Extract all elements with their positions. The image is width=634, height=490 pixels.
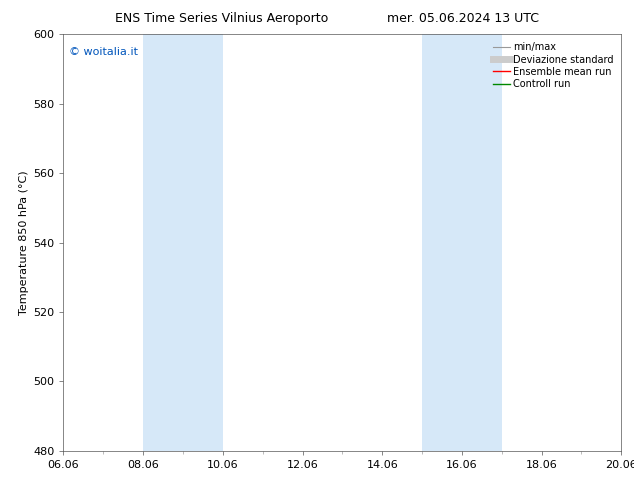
Legend: min/max, Deviazione standard, Ensemble mean run, Controll run: min/max, Deviazione standard, Ensemble m… [489,39,616,92]
Text: mer. 05.06.2024 13 UTC: mer. 05.06.2024 13 UTC [387,12,539,25]
Bar [422,34,501,451]
Bar [143,34,223,451]
Text: © woitalia.it: © woitalia.it [69,47,138,57]
Y-axis label: Temperature 850 hPa (°C): Temperature 850 hPa (°C) [19,170,29,315]
Text: ENS Time Series Vilnius Aeroporto: ENS Time Series Vilnius Aeroporto [115,12,328,25]
